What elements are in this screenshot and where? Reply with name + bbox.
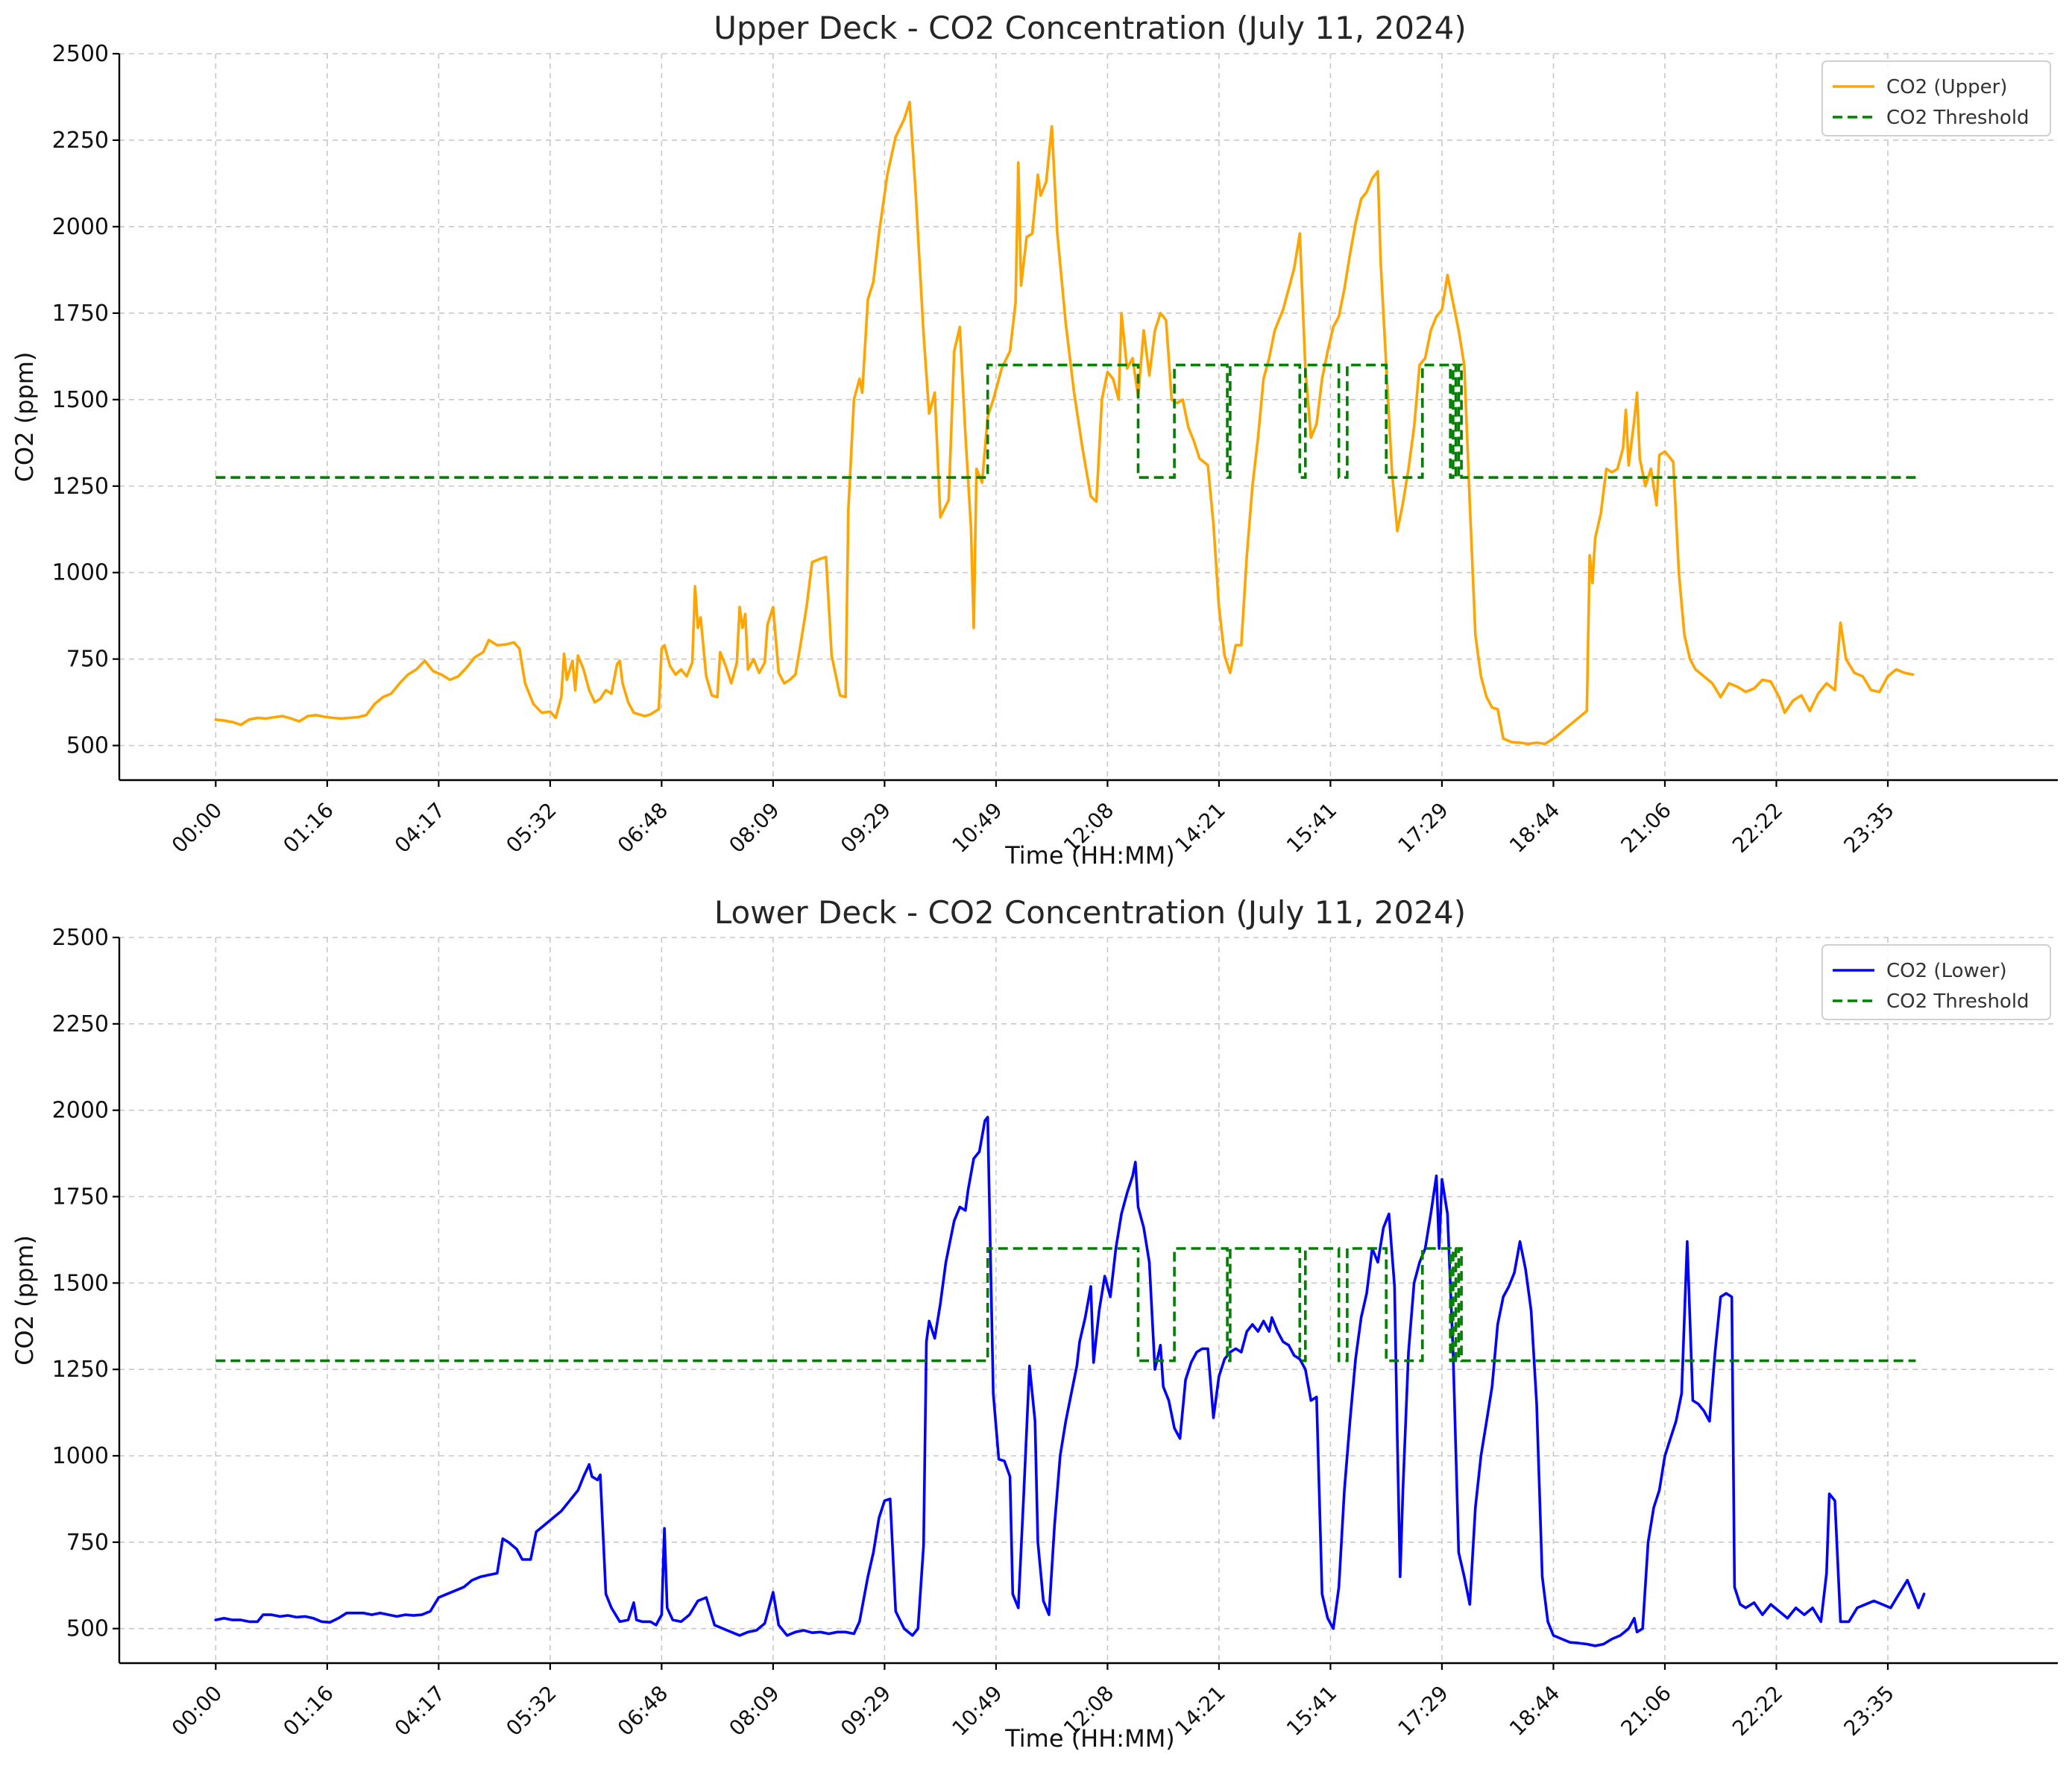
y-tick-label: 750 [66, 1530, 109, 1556]
y-tick-label: 500 [66, 1616, 109, 1642]
chart-panel-1: 500 750 1000 1250 1500 1750 2000 2250 2500 00:00 0… [10, 10, 2058, 870]
x-tick-label: 22:22 [1728, 798, 1787, 858]
y-tick-label: 2000 [52, 1098, 109, 1124]
x-tick-label: 00:00 [167, 798, 227, 858]
x-tick-label: 04:17 [390, 1681, 450, 1741]
x-tick-label: 06:48 [613, 1681, 673, 1741]
chart-title: Upper Deck - CO2 Concentration (July 11,… [714, 10, 1467, 46]
x-tick-label: 09:29 [836, 1681, 895, 1741]
x-tick-label: 15:41 [1282, 1681, 1341, 1741]
x-tick-label: 14:21 [1170, 798, 1229, 858]
y-tick-label: 1250 [52, 474, 109, 500]
y-tick-label: 2250 [52, 1011, 109, 1037]
x-tick-label: 21:06 [1616, 1681, 1676, 1741]
y-tick-label: 1750 [52, 301, 109, 327]
x-tick-label: 05:32 [501, 798, 561, 858]
x-tick-label: 18:44 [1505, 798, 1564, 858]
grid [119, 937, 2058, 1663]
threshold-line [215, 1247, 1916, 1363]
legend-box [1821, 944, 2051, 1020]
legend: CO2 (Lower) CO2 Threshold [1821, 944, 2051, 1020]
legend-box [1821, 60, 2051, 136]
y-tick-label: 1750 [52, 1184, 109, 1210]
legend-label: CO2 Threshold [1886, 990, 2030, 1013]
x-tick-label: 01:16 [278, 798, 338, 858]
x-tick-label: 08:09 [724, 798, 784, 858]
legend-label: CO2 Threshold [1886, 107, 2030, 129]
legend-label: CO2 (Upper) [1886, 76, 2007, 98]
x-tick-label: 06:48 [613, 798, 673, 858]
x-tick-label: 10:49 [947, 798, 1007, 858]
chart-title: Lower Deck - CO2 Concentration (July 11,… [714, 894, 1466, 931]
legend: CO2 (Upper) CO2 Threshold [1821, 60, 2051, 136]
y-tick-label: 1000 [52, 1443, 109, 1469]
x-tick-label: 21:06 [1616, 798, 1676, 858]
x-tick-label: 17:29 [1394, 798, 1453, 858]
y-axis-label: CO2 (ppm) [10, 352, 39, 483]
grid [119, 53, 2058, 780]
y-tick-label: 750 [66, 647, 109, 673]
y-tick-label: 2500 [52, 925, 109, 951]
y-tick-label: 1000 [52, 560, 109, 586]
x-tick-label: 17:29 [1394, 1681, 1453, 1741]
x-axis-label: Time (HH:MM) [1004, 841, 1175, 870]
y-axis-label: CO2 (ppm) [10, 1235, 39, 1366]
y-tick-label: 2000 [52, 214, 109, 240]
x-tick-label: 14:21 [1170, 1681, 1229, 1741]
y-tick-label: 1250 [52, 1357, 109, 1383]
y-tick-label: 1500 [52, 387, 109, 413]
x-tick-label: 05:32 [501, 1681, 561, 1741]
x-tick-label: 23:35 [1839, 798, 1899, 858]
x-tick-label: 22:22 [1728, 1681, 1787, 1741]
y-tick-label: 1500 [52, 1270, 109, 1296]
x-tick-label: 01:16 [278, 1681, 338, 1741]
x-tick-label: 00:00 [167, 1681, 227, 1741]
chart-panel-2: 500 750 1000 1250 1500 1750 2000 2250 2500 00:00 0… [10, 894, 2058, 1753]
x-tick-label: 23:35 [1839, 1681, 1899, 1741]
x-tick-label: 18:44 [1505, 1681, 1564, 1741]
x-tick-label: 10:49 [947, 1681, 1007, 1741]
co2-line [214, 1116, 1926, 1647]
x-axis-label: Time (HH:MM) [1004, 1724, 1175, 1753]
x-tick-label: 09:29 [836, 798, 895, 858]
y-tick-label: 2250 [52, 128, 109, 154]
y-tick-label: 500 [66, 733, 109, 759]
x-tick-label: 08:09 [724, 1681, 784, 1741]
threshold-line [215, 363, 1916, 479]
legend-label: CO2 (Lower) [1886, 960, 2007, 982]
co2-line [214, 101, 1915, 746]
x-tick-label: 04:17 [390, 798, 450, 858]
x-tick-label: 15:41 [1282, 798, 1341, 858]
y-tick-label: 2500 [52, 41, 109, 67]
